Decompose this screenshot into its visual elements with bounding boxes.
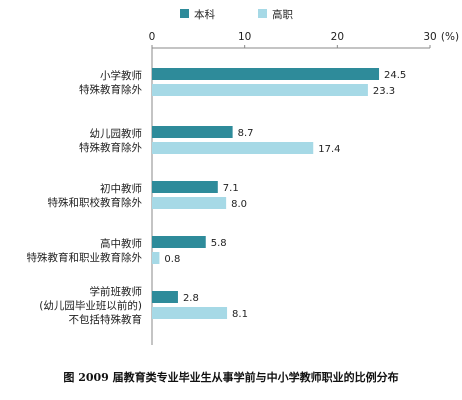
data-label-benke-3: 7.1 (223, 183, 239, 194)
category-label-5-line-2: (幼儿园毕业班以前的) (39, 299, 142, 312)
data-label-gaozhi-4: 0.8 (164, 254, 180, 265)
category-label-4-line-1: 高中教师 (100, 237, 142, 250)
bar-chart: 本科 高职0 10 20 30 (%)小学教师特殊教育除外24.523.3幼儿园教师特殊教… (27, 8, 459, 345)
unit-label: (%) (441, 31, 459, 43)
bar-benke-3 (152, 181, 218, 193)
data-label-gaozhi-1: 23.3 (373, 86, 395, 97)
data-label-benke-5: 2.8 (183, 293, 199, 304)
x-tick-label-3: 30 (423, 31, 436, 43)
bar-gaozhi-4 (152, 252, 160, 264)
category-label-1-line-1: 小学教师 (100, 69, 142, 82)
legend-label-1: 本科 (194, 8, 215, 21)
data-label-benke-4: 5.8 (211, 238, 227, 249)
bar-benke-5 (152, 291, 178, 303)
data-label-benke-2: 8.7 (238, 128, 254, 139)
x-tick-label-1: 10 (238, 31, 251, 43)
bar-gaozhi-3 (152, 197, 227, 209)
data-label-gaozhi-2: 17.4 (318, 144, 340, 155)
bar-benke-1 (152, 68, 380, 80)
category-label-1-line-2: 特殊教育除外 (79, 83, 142, 96)
bar-gaozhi-1 (152, 84, 368, 96)
chart-title: 图 2009 届教育类专业毕业生从事学前与中小学教师职业的比例分布 (63, 371, 399, 384)
bar-benke-4 (152, 236, 206, 248)
category-label-2-line-2: 特殊教育除外 (79, 141, 142, 154)
category-label-5-line-1: 学前班教师 (90, 285, 143, 298)
bar-gaozhi-2 (152, 142, 314, 154)
data-label-gaozhi-5: 8.1 (232, 309, 248, 320)
category-label-3-line-1: 初中教师 (100, 182, 142, 195)
category-label-2-line-1: 幼儿园教师 (90, 127, 143, 140)
legend-swatch-2 (258, 9, 267, 18)
x-tick-label-2: 20 (331, 31, 344, 43)
x-tick-label-0: 0 (149, 31, 156, 43)
data-label-gaozhi-3: 8.0 (231, 199, 247, 210)
legend-label-2: 高职 (272, 8, 293, 21)
bar-benke-2 (152, 126, 233, 138)
category-label-5-line-3: 不包括特殊教育 (69, 313, 143, 326)
data-label-benke-1: 24.5 (384, 70, 406, 81)
bar-gaozhi-5 (152, 307, 228, 319)
legend-swatch-1 (180, 9, 189, 18)
category-label-3-line-2: 特殊和职校教育除外 (48, 196, 143, 209)
category-label-4-line-2: 特殊教育和职业教育除外 (27, 251, 143, 264)
